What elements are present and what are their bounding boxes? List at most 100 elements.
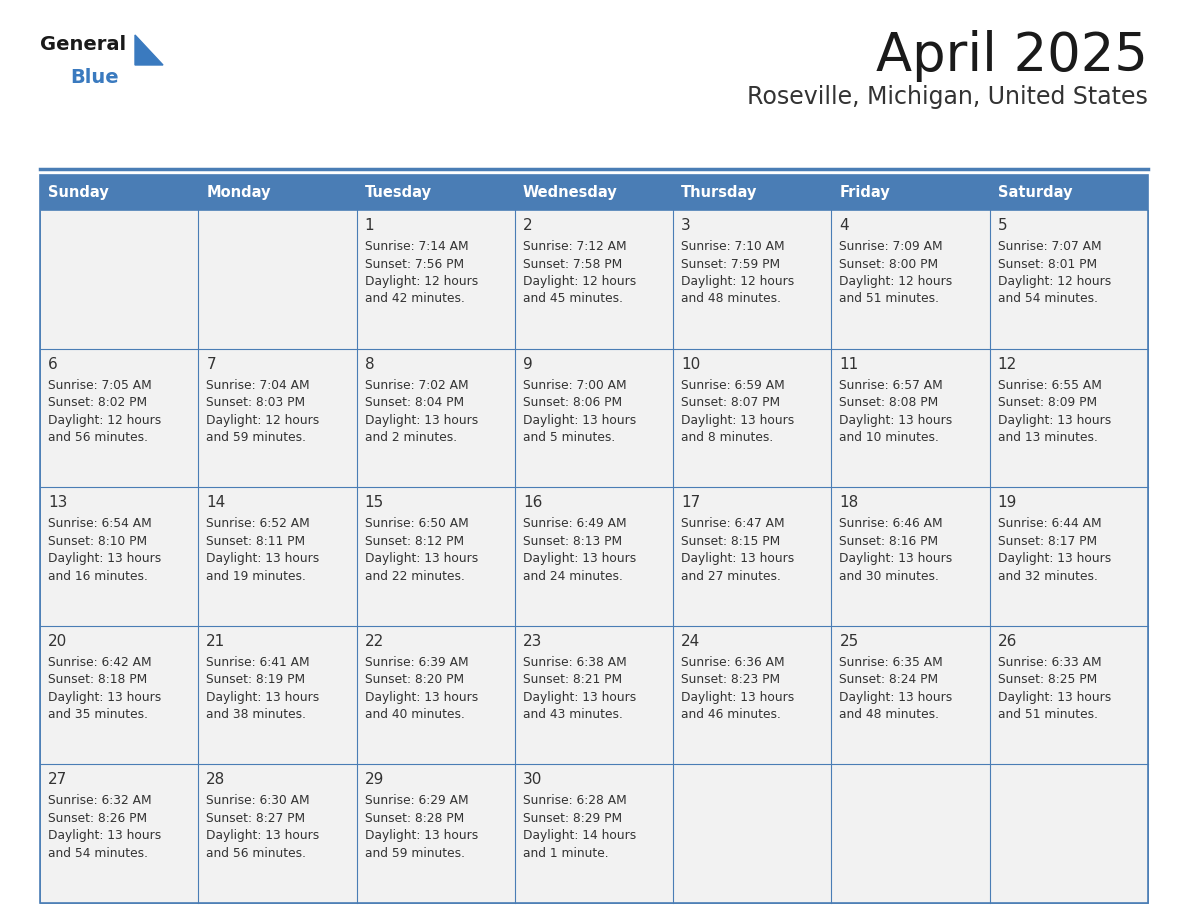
Text: Daylight: 12 hours: Daylight: 12 hours (365, 275, 478, 288)
Text: and 13 minutes.: and 13 minutes. (998, 431, 1098, 444)
Text: Sunset: 7:58 PM: Sunset: 7:58 PM (523, 258, 623, 271)
Bar (990, 487, 1148, 626)
Text: and 40 minutes.: and 40 minutes. (365, 709, 465, 722)
Text: Sunset: 8:02 PM: Sunset: 8:02 PM (48, 396, 147, 409)
Text: Daylight: 12 hours: Daylight: 12 hours (840, 275, 953, 288)
Bar (832, 210, 990, 349)
Text: Sunrise: 6:50 AM: Sunrise: 6:50 AM (365, 517, 468, 531)
Text: Sunset: 8:11 PM: Sunset: 8:11 PM (207, 534, 305, 548)
Text: Sunset: 8:28 PM: Sunset: 8:28 PM (365, 812, 463, 825)
Bar (40, 626, 198, 765)
Text: 28: 28 (207, 772, 226, 788)
Text: Daylight: 14 hours: Daylight: 14 hours (523, 829, 636, 843)
Text: Daylight: 13 hours: Daylight: 13 hours (365, 553, 478, 565)
Text: 24: 24 (681, 633, 701, 649)
Text: Sunrise: 7:02 AM: Sunrise: 7:02 AM (365, 378, 468, 392)
Text: Daylight: 13 hours: Daylight: 13 hours (207, 691, 320, 704)
Bar (356, 487, 514, 626)
Text: Sunset: 8:07 PM: Sunset: 8:07 PM (681, 396, 781, 409)
Bar (674, 175, 832, 210)
Text: 1: 1 (365, 218, 374, 233)
Text: Sunrise: 7:14 AM: Sunrise: 7:14 AM (365, 240, 468, 253)
Text: and 43 minutes.: and 43 minutes. (523, 709, 623, 722)
Text: Sunset: 8:21 PM: Sunset: 8:21 PM (523, 673, 623, 687)
Text: Daylight: 13 hours: Daylight: 13 hours (840, 553, 953, 565)
Bar (674, 210, 832, 349)
Text: Daylight: 13 hours: Daylight: 13 hours (207, 553, 320, 565)
Text: Sunrise: 6:59 AM: Sunrise: 6:59 AM (681, 378, 785, 392)
Text: and 1 minute.: and 1 minute. (523, 847, 608, 860)
Text: Wednesday: Wednesday (523, 185, 618, 200)
Text: Sunset: 8:06 PM: Sunset: 8:06 PM (523, 396, 623, 409)
Bar (198, 487, 356, 626)
Bar (514, 626, 674, 765)
Text: and 46 minutes.: and 46 minutes. (681, 709, 781, 722)
Text: April 2025: April 2025 (876, 30, 1148, 82)
Text: Sunrise: 7:10 AM: Sunrise: 7:10 AM (681, 240, 785, 253)
Text: 14: 14 (207, 495, 226, 510)
Text: Sunrise: 6:54 AM: Sunrise: 6:54 AM (48, 517, 152, 531)
Text: Sunset: 8:01 PM: Sunset: 8:01 PM (998, 258, 1097, 271)
Text: Sunrise: 6:52 AM: Sunrise: 6:52 AM (207, 517, 310, 531)
Text: Sunset: 8:29 PM: Sunset: 8:29 PM (523, 812, 623, 825)
Text: Daylight: 13 hours: Daylight: 13 hours (523, 414, 636, 427)
Bar (990, 175, 1148, 210)
Text: and 51 minutes.: and 51 minutes. (840, 293, 940, 306)
Text: Sunrise: 6:38 AM: Sunrise: 6:38 AM (523, 655, 626, 669)
Text: Sunrise: 7:05 AM: Sunrise: 7:05 AM (48, 378, 152, 392)
Text: Daylight: 12 hours: Daylight: 12 hours (681, 275, 795, 288)
Text: Sunrise: 6:28 AM: Sunrise: 6:28 AM (523, 794, 626, 808)
Text: and 59 minutes.: and 59 minutes. (207, 431, 307, 444)
Text: and 42 minutes.: and 42 minutes. (365, 293, 465, 306)
Bar (674, 765, 832, 903)
Text: 30: 30 (523, 772, 542, 788)
Text: and 19 minutes.: and 19 minutes. (207, 570, 307, 583)
Text: Sunset: 8:03 PM: Sunset: 8:03 PM (207, 396, 305, 409)
Text: and 56 minutes.: and 56 minutes. (207, 847, 307, 860)
Text: Sunset: 8:10 PM: Sunset: 8:10 PM (48, 534, 147, 548)
Text: and 10 minutes.: and 10 minutes. (840, 431, 940, 444)
Text: Daylight: 13 hours: Daylight: 13 hours (207, 829, 320, 843)
Text: 12: 12 (998, 356, 1017, 372)
Text: 18: 18 (840, 495, 859, 510)
Text: and 48 minutes.: and 48 minutes. (840, 709, 940, 722)
Text: Daylight: 13 hours: Daylight: 13 hours (681, 414, 795, 427)
Text: Roseville, Michigan, United States: Roseville, Michigan, United States (747, 85, 1148, 109)
Text: Sunset: 8:24 PM: Sunset: 8:24 PM (840, 673, 939, 687)
Text: Sunrise: 6:57 AM: Sunrise: 6:57 AM (840, 378, 943, 392)
Bar (198, 349, 356, 487)
Bar (990, 210, 1148, 349)
Text: and 54 minutes.: and 54 minutes. (48, 847, 148, 860)
Bar (832, 765, 990, 903)
Text: and 48 minutes.: and 48 minutes. (681, 293, 782, 306)
Bar (514, 765, 674, 903)
Polygon shape (135, 35, 163, 65)
Bar (514, 487, 674, 626)
Text: 29: 29 (365, 772, 384, 788)
Text: 3: 3 (681, 218, 691, 233)
Bar (198, 765, 356, 903)
Text: and 54 minutes.: and 54 minutes. (998, 293, 1098, 306)
Text: and 5 minutes.: and 5 minutes. (523, 431, 615, 444)
Bar (674, 626, 832, 765)
Text: 27: 27 (48, 772, 68, 788)
Bar (356, 765, 514, 903)
Bar (356, 175, 514, 210)
Text: Sunset: 8:13 PM: Sunset: 8:13 PM (523, 534, 623, 548)
Text: General: General (40, 35, 126, 54)
Bar (40, 349, 198, 487)
Text: Daylight: 13 hours: Daylight: 13 hours (365, 829, 478, 843)
Text: 21: 21 (207, 633, 226, 649)
Text: Daylight: 12 hours: Daylight: 12 hours (207, 414, 320, 427)
Text: Sunset: 8:19 PM: Sunset: 8:19 PM (207, 673, 305, 687)
Bar (832, 487, 990, 626)
Text: Thursday: Thursday (681, 185, 758, 200)
Text: Sunrise: 6:33 AM: Sunrise: 6:33 AM (998, 655, 1101, 669)
Text: Sunrise: 6:35 AM: Sunrise: 6:35 AM (840, 655, 943, 669)
Bar (990, 349, 1148, 487)
Text: 23: 23 (523, 633, 542, 649)
Text: Sunset: 8:26 PM: Sunset: 8:26 PM (48, 812, 147, 825)
Text: Sunset: 8:25 PM: Sunset: 8:25 PM (998, 673, 1097, 687)
Bar (514, 210, 674, 349)
Text: 25: 25 (840, 633, 859, 649)
